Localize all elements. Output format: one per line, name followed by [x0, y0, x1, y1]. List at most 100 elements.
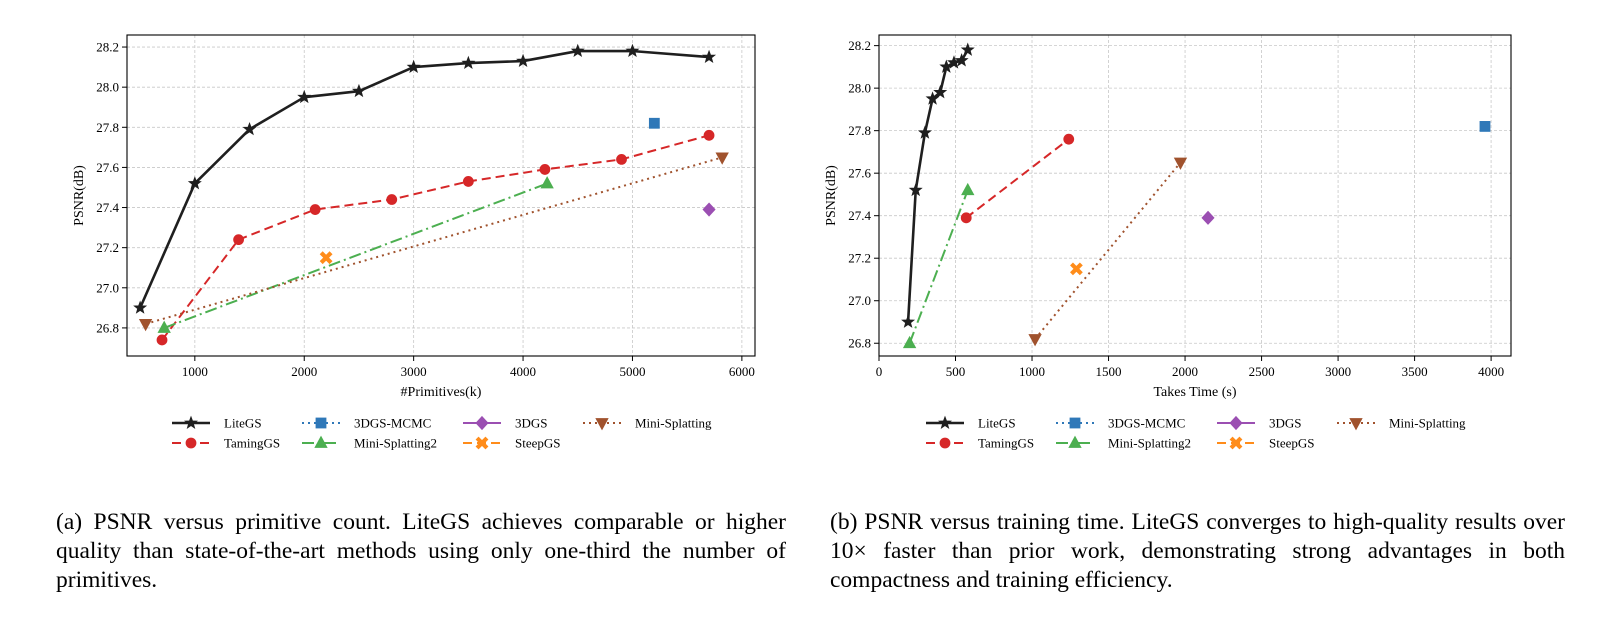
chart-a: 1000 2000 3000 4000 5000 6000 26.8 27.0 27.2 27.4… [72, 34, 756, 451]
caption-b: (b) PSNR versus training time. LiteGS co… [830, 509, 1565, 593]
data-point-taminggs [616, 153, 627, 165]
legend-item-3dgs: 3DGS [1217, 416, 1302, 431]
series-taminggs [156, 129, 715, 346]
legend-label: 3DGS-MCMC [1108, 416, 1185, 431]
y-tick-label: 27.8 [848, 123, 871, 138]
series-line-taminggs [965, 138, 1070, 219]
legend-item-mini-splatting: Mini-Splatting [1337, 416, 1466, 431]
series-line-litegs [138, 49, 710, 309]
series-3dgs [702, 202, 716, 217]
legend-marker [315, 417, 327, 429]
chart-b-y-axis-label: PSNR(dB) [824, 165, 839, 226]
data-point-litegs [933, 85, 948, 99]
legend-marker [1229, 436, 1243, 450]
data-point-mini-splatting [138, 318, 153, 332]
y-tick-label: 27.2 [848, 251, 871, 266]
legend-item-3dgs-mcmc: 3DGS-MCMC [302, 416, 431, 431]
data-point-taminggs [703, 129, 715, 141]
data-point-3dgs [1201, 210, 1215, 225]
series-taminggs [960, 133, 1075, 224]
legend-item-mini-splatting: Mini-Splatting [583, 416, 712, 431]
legend-label: 3DGS-MCMC [354, 416, 431, 431]
y-tick-label: 27.4 [848, 208, 871, 223]
chart-a-y-axis-label: PSNR(dB) [72, 165, 87, 226]
legend-marker [185, 437, 197, 449]
legend-marker [939, 437, 951, 449]
legend-item-steepgs: SteepGS [463, 436, 561, 451]
legend-marker [1229, 415, 1243, 431]
chart-b-ticks: 0 500 1000 1500 2000 2500 3000 3500 4000 26.8 27.0… [848, 38, 1504, 379]
legend-item-steepgs: SteepGS [1217, 436, 1315, 451]
data-point-litegs [954, 53, 969, 67]
data-point-mini-splatting2 [902, 335, 917, 349]
y-tick-label: 26.8 [96, 320, 119, 335]
series-line-taminggs [161, 134, 710, 341]
legend-item-mini-splatting2: Mini-Splatting2 [302, 436, 437, 451]
series-litegs [133, 43, 717, 314]
chart-a-ticks: 1000 2000 3000 4000 5000 6000 26.8 27.0 27.2 27.4… [96, 40, 755, 379]
data-point-mini-splatting [1173, 157, 1188, 170]
chart-b-axes-frame [878, 34, 1512, 357]
legend-item-mini-splatting2: Mini-Splatting2 [1056, 436, 1191, 451]
series-line-mini-splatting [145, 156, 723, 325]
series-mini-splatting2 [902, 182, 975, 349]
data-point-litegs [461, 55, 476, 70]
data-point-litegs [187, 176, 202, 190]
legend-marker [1068, 435, 1082, 448]
data-point-3dgs [702, 202, 716, 217]
legend-label: SteepGS [1269, 436, 1315, 451]
data-point-litegs [702, 49, 717, 64]
legend-label: SteepGS [515, 436, 561, 451]
x-tick-label: 1000 [1019, 364, 1045, 379]
x-tick-label: 2000 [291, 364, 317, 379]
legend-marker [475, 415, 489, 431]
y-tick-label: 27.2 [96, 240, 119, 255]
x-tick-label: 3000 [1325, 364, 1351, 379]
data-point-mini-splatting [715, 152, 729, 165]
series-line-mini-splatting2 [908, 189, 969, 344]
y-tick-label: 27.4 [96, 200, 119, 215]
series-mini-splatting [138, 152, 729, 332]
series-mini-splatting [1028, 157, 1188, 347]
data-point-taminggs [156, 334, 168, 346]
x-tick-label: 1500 [1096, 364, 1122, 379]
y-tick-label: 28.0 [848, 81, 871, 96]
chart-b: 0 500 1000 1500 2000 2500 3000 3500 4000 26.8 27.0… [824, 34, 1512, 451]
x-tick-label: 5000 [619, 364, 645, 379]
data-point-mini-splatting [1028, 334, 1042, 347]
series-steepgs [319, 251, 333, 265]
data-point-litegs [351, 83, 366, 98]
y-tick-label: 28.2 [96, 40, 119, 55]
legend-marker [1069, 417, 1081, 429]
legend-marker [1349, 418, 1363, 431]
series-line-mini-splatting [1034, 161, 1182, 340]
x-tick-label: 4000 [510, 364, 536, 379]
series-3dgs-mcmc [1479, 121, 1491, 132]
legend-label: 3DGS [515, 416, 548, 431]
data-point-litegs [901, 314, 916, 328]
data-point-mini-splatting2 [961, 182, 975, 196]
legend-label: LiteGS [224, 416, 262, 431]
data-point-mini-splatting2 [157, 320, 171, 333]
legend-label: Mini-Splatting [635, 416, 712, 431]
series-3dgs-mcmc [648, 117, 660, 129]
data-point-3dgs-mcmc [1479, 121, 1491, 132]
legend-label: TamingGS [224, 436, 280, 451]
chart-a-axes-frame [126, 34, 756, 357]
x-tick-label: 6000 [729, 364, 755, 379]
y-tick-label: 27.0 [848, 293, 871, 308]
x-tick-label: 2000 [1172, 364, 1198, 379]
series-line-mini-splatting2 [163, 182, 548, 329]
legend-label: Mini-Splatting2 [1108, 436, 1191, 451]
chart-b-grid [878, 35, 1511, 356]
data-point-litegs [625, 43, 640, 57]
chart-b-x-axis-label: Takes Time (s) [1153, 385, 1236, 400]
legend-label: Mini-Splatting [1389, 416, 1466, 431]
legend-item-3dgs: 3DGS [463, 416, 548, 431]
data-point-litegs [908, 182, 923, 197]
y-tick-label: 27.6 [96, 160, 119, 175]
data-point-taminggs [309, 204, 321, 215]
y-tick-label: 27.6 [848, 166, 871, 181]
chart-b-legend: LiteGS 3DGS-MCMC 3DGS Mini-Splatting TamingG… [926, 416, 1466, 451]
data-point-litegs [917, 125, 932, 139]
